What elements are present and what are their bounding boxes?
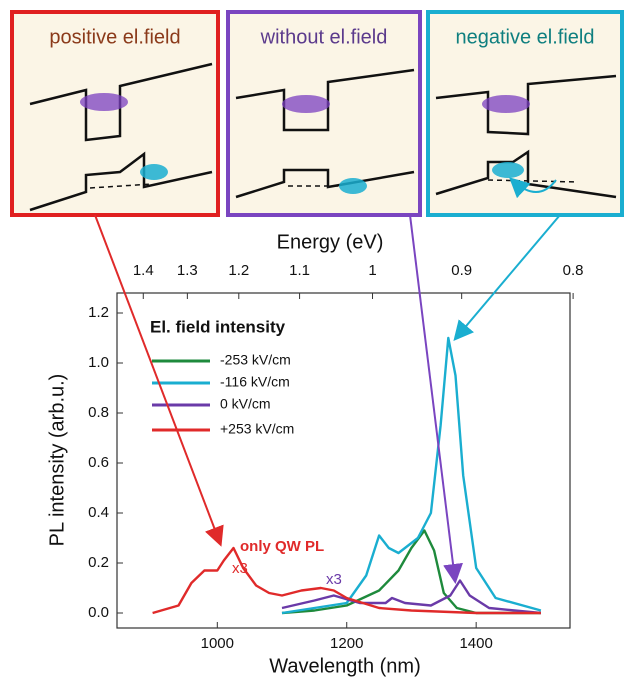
inset-positive: positive el.field <box>10 10 220 217</box>
hole-blob <box>482 95 530 113</box>
pointer-arrow <box>94 214 224 547</box>
annotation: only QW PL <box>240 538 324 555</box>
tunnel-arrow <box>509 177 557 199</box>
y-tick-label: 0.2 <box>88 554 109 571</box>
electron-blob <box>492 162 524 178</box>
inset-frame <box>10 10 220 217</box>
x2-tick-label: 0.9 <box>451 262 472 279</box>
inset-title: without el.field <box>260 26 388 48</box>
x-tick-label: 1000 <box>201 635 234 652</box>
band-diagram <box>29 151 213 212</box>
legend-label: +253 kV/cm <box>220 421 294 437</box>
x2-tick-label: 1.3 <box>177 262 198 279</box>
legend-label: -116 kV/cm <box>220 374 290 390</box>
hole-blob <box>80 93 128 111</box>
annotation: x3 <box>326 571 342 588</box>
x-tick-label: 1200 <box>330 635 363 652</box>
x2-tick-label: 1.1 <box>289 262 310 279</box>
y-tick-label: 0.8 <box>88 404 109 421</box>
legend-label: 0 kV/cm <box>220 396 271 412</box>
band-diagram <box>435 74 617 136</box>
fermi-level <box>89 183 153 189</box>
series-line <box>152 546 541 615</box>
band-diagram <box>235 68 415 132</box>
x2-tick-label: 1.2 <box>228 262 249 279</box>
legend-title: El. field intensity <box>150 317 286 336</box>
x2-tick-label: 0.8 <box>563 262 584 279</box>
plot-frame <box>116 292 571 629</box>
x-axis-title: Wavelength (nm) <box>269 655 421 677</box>
electron-blob <box>140 164 168 180</box>
inset-negative: negative el.field <box>426 10 624 217</box>
y-tick-label: 0.0 <box>88 604 109 621</box>
y-tick-label: 0.4 <box>88 504 109 521</box>
y-tick-label: 1.0 <box>88 354 109 371</box>
pointer-arrow <box>409 214 463 584</box>
y-axis-title: PL intensity (arb.u.) <box>46 374 68 547</box>
plot: Energy (eV) Wavelength (nm) PL intensity… <box>46 231 583 677</box>
series-line <box>281 579 542 615</box>
x2-axis-title: Energy (eV) <box>277 231 384 253</box>
y-tick-label: 0.6 <box>88 454 109 471</box>
x2-tick-label: 1.4 <box>133 262 154 279</box>
x2-tick-label: 1 <box>368 262 376 279</box>
series-line <box>281 336 542 615</box>
inset-frame <box>426 10 624 217</box>
inset-frame <box>226 10 422 217</box>
inset-without: without el.field <box>226 10 422 217</box>
inset-title: negative el.field <box>456 26 595 48</box>
band-diagram <box>29 62 213 142</box>
fermi-level <box>487 179 579 183</box>
x-tick-label: 1400 <box>459 635 492 652</box>
inset-title: positive el.field <box>49 26 180 48</box>
hole-blob <box>282 95 330 113</box>
annotation: x3 <box>232 560 248 577</box>
pointer-arrow <box>453 214 561 342</box>
electron-blob <box>339 178 367 194</box>
y-tick-label: 1.2 <box>88 304 109 321</box>
legend-label: -253 kV/cm <box>220 352 291 368</box>
